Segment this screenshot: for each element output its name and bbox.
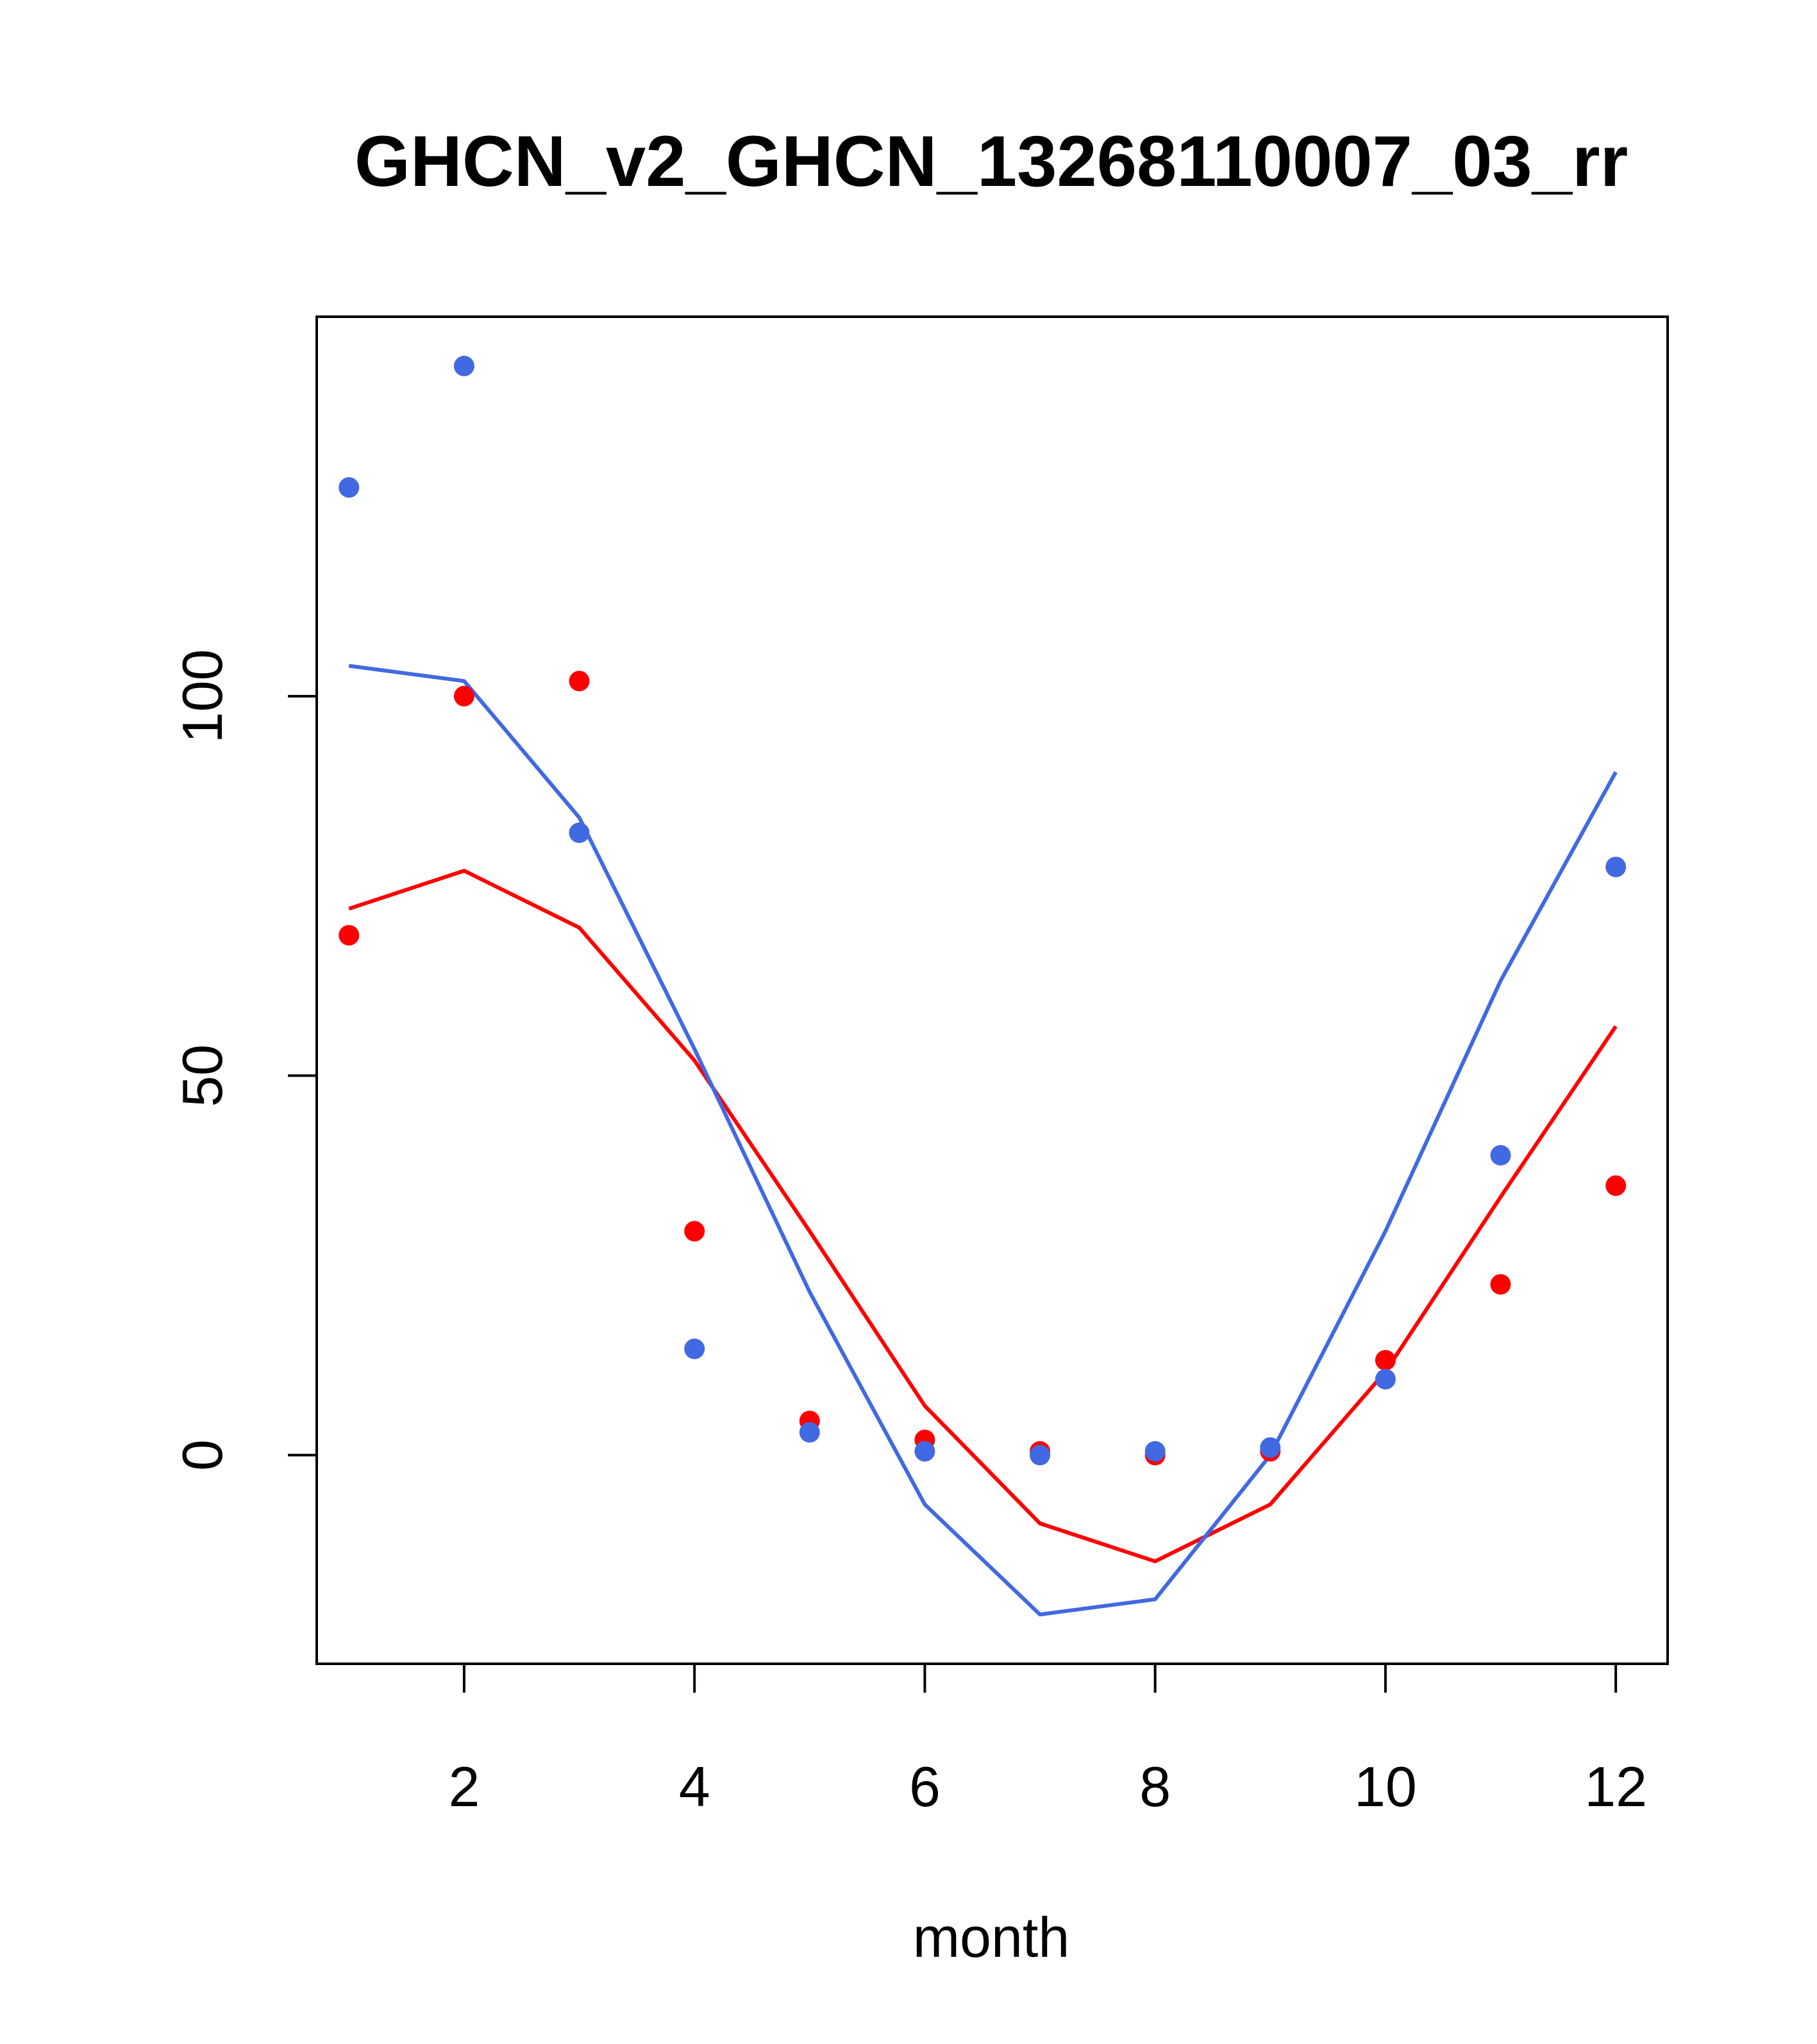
series-4-point-3 <box>569 822 590 843</box>
series-3-point-12 <box>1605 1175 1627 1196</box>
series-4-point-4 <box>684 1338 705 1359</box>
plot-frame <box>315 315 1669 1665</box>
plot-area <box>339 355 1627 1617</box>
x-tick-label-10: 10 <box>1354 1755 1417 1818</box>
chart-title: GHCN_v2_GHCN_13268110007_03_rr <box>355 121 1628 201</box>
series-4-point-7 <box>1030 1445 1050 1466</box>
y-axis: 0 50 100 <box>171 649 317 1471</box>
series-3-point-3 <box>569 671 590 692</box>
y-tick-label-50: 50 <box>171 1044 234 1107</box>
series-3-point-2 <box>453 685 474 707</box>
series-4-point-11 <box>1490 1144 1511 1166</box>
x-tick-label-4: 4 <box>679 1755 710 1818</box>
series-4-point-12 <box>1605 857 1627 878</box>
x-tick-label-2: 2 <box>448 1755 480 1818</box>
series-4-point-9 <box>1260 1437 1281 1458</box>
series-3-point-10 <box>1375 1350 1396 1371</box>
series-4-point-1 <box>339 477 360 498</box>
series-4-point-2 <box>453 355 474 376</box>
x-tick-label-8: 8 <box>1139 1755 1171 1818</box>
x-axis-label: month <box>913 1906 1070 1969</box>
series-3-point-1 <box>339 925 360 946</box>
series-line-2 <box>348 664 1618 1617</box>
series-line-1 <box>348 869 1618 1564</box>
x-tick-label-6: 6 <box>909 1755 941 1818</box>
series-4-point-8 <box>1144 1441 1166 1462</box>
series-3-point-11 <box>1490 1274 1511 1295</box>
series-4-point-6 <box>914 1441 935 1462</box>
series-4-point-10 <box>1375 1369 1396 1390</box>
series-4-point-5 <box>799 1422 820 1443</box>
x-tick-label-12: 12 <box>1584 1755 1647 1818</box>
x-axis: 2 4 6 8 10 12 <box>448 1664 1647 1818</box>
y-tick-label-100: 100 <box>171 649 234 743</box>
y-tick-label-0: 0 <box>171 1439 234 1471</box>
series-3-point-4 <box>684 1221 705 1242</box>
